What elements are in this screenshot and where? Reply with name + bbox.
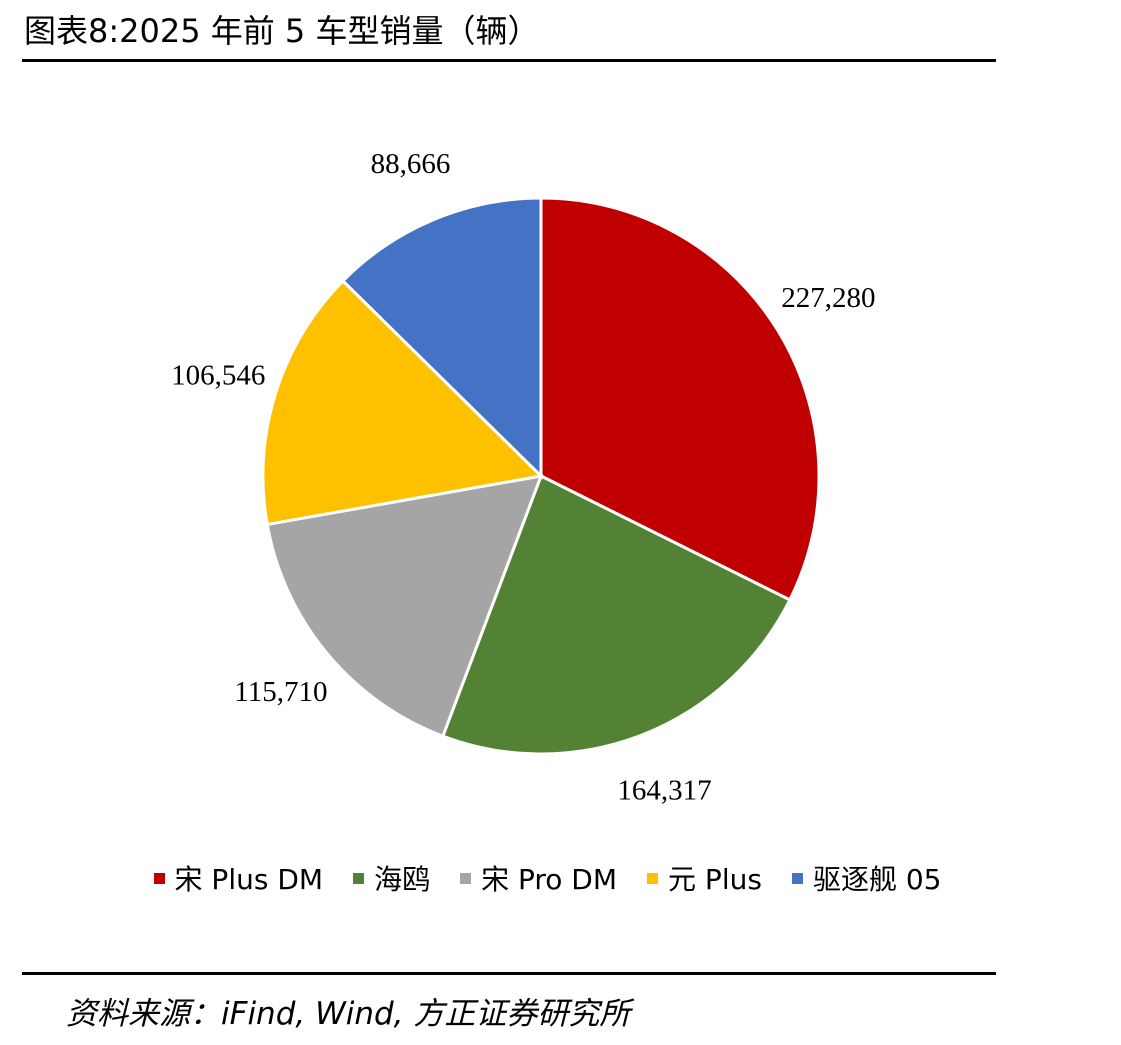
pie-data-label-1: 164,317 <box>617 775 711 807</box>
bottom-rule <box>22 972 996 975</box>
legend-label-4: 驱逐舰 05 <box>812 863 942 896</box>
chart-legend: 宋 Plus DM 海鸥 宋 Pro DM 元 Plus 驱逐舰 05 <box>0 858 1095 898</box>
pie-slice-2 <box>265 474 544 739</box>
legend-swatch-3 <box>647 872 659 884</box>
source-note: 资料来源：iFind, Wind, 方正证券研究所 <box>66 996 631 1032</box>
legend-item-2: 宋 Pro DM <box>460 858 617 898</box>
pie-data-label-4: 88,666 <box>371 148 451 180</box>
legend-item-0: 宋 Plus DM <box>153 858 324 898</box>
legend-label-1: 海鸥 <box>374 863 431 896</box>
legend-swatch-0 <box>153 872 165 884</box>
pie-data-labels: 227,280 164,317 115,710 106,546 88,666 <box>171 148 875 806</box>
legend-label-3: 元 Plus <box>668 863 762 896</box>
top-rule <box>22 59 996 62</box>
legend-swatch-2 <box>460 872 472 884</box>
pie-data-label-3: 106,546 <box>171 360 265 392</box>
pie-slice-4 <box>340 196 543 480</box>
legend-item-4: 驱逐舰 05 <box>791 858 942 898</box>
legend-item-3: 元 Plus <box>647 858 762 898</box>
pie-data-label-2: 115,710 <box>234 676 327 708</box>
pie-slice-3 <box>261 278 545 527</box>
pie-data-label-0: 227,280 <box>781 282 875 314</box>
legend-swatch-4 <box>791 872 803 884</box>
legend-label-2: 宋 Pro DM <box>481 863 618 896</box>
pie-slices <box>261 196 821 756</box>
chart-title: 图表8:2025 年前 5 车型销量（辆） <box>24 12 540 50</box>
pie-slice-1 <box>440 473 792 756</box>
legend-label-0: 宋 Plus DM <box>174 863 324 896</box>
pie-slice-0 <box>539 196 821 602</box>
legend-swatch-1 <box>353 872 365 884</box>
legend-item-1: 海鸥 <box>353 858 430 898</box>
